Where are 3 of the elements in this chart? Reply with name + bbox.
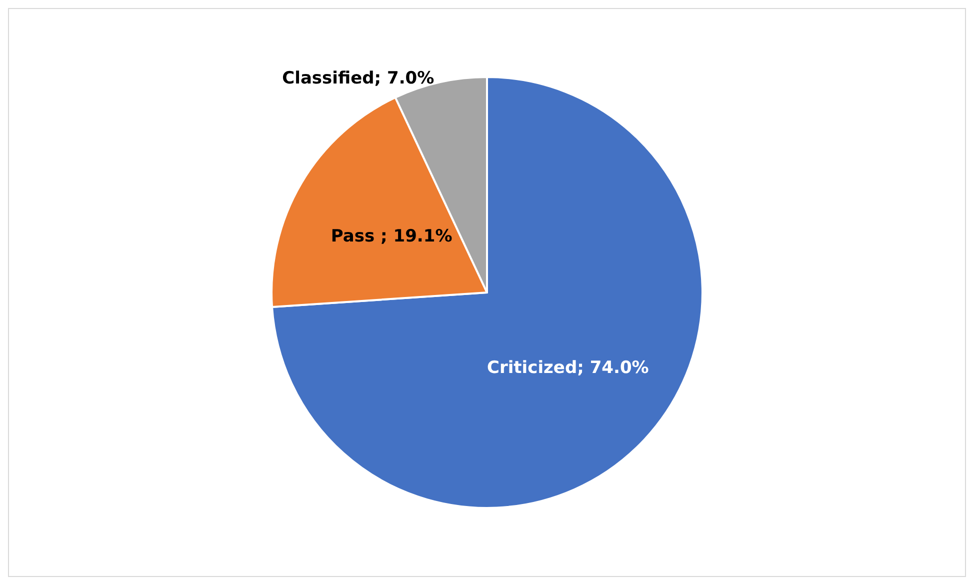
slice-label: Pass ; 19.1% [330, 226, 452, 246]
slice-label: Criticized; 74.0% [486, 358, 649, 378]
slice-label: Classified; 7.0% [282, 68, 434, 88]
